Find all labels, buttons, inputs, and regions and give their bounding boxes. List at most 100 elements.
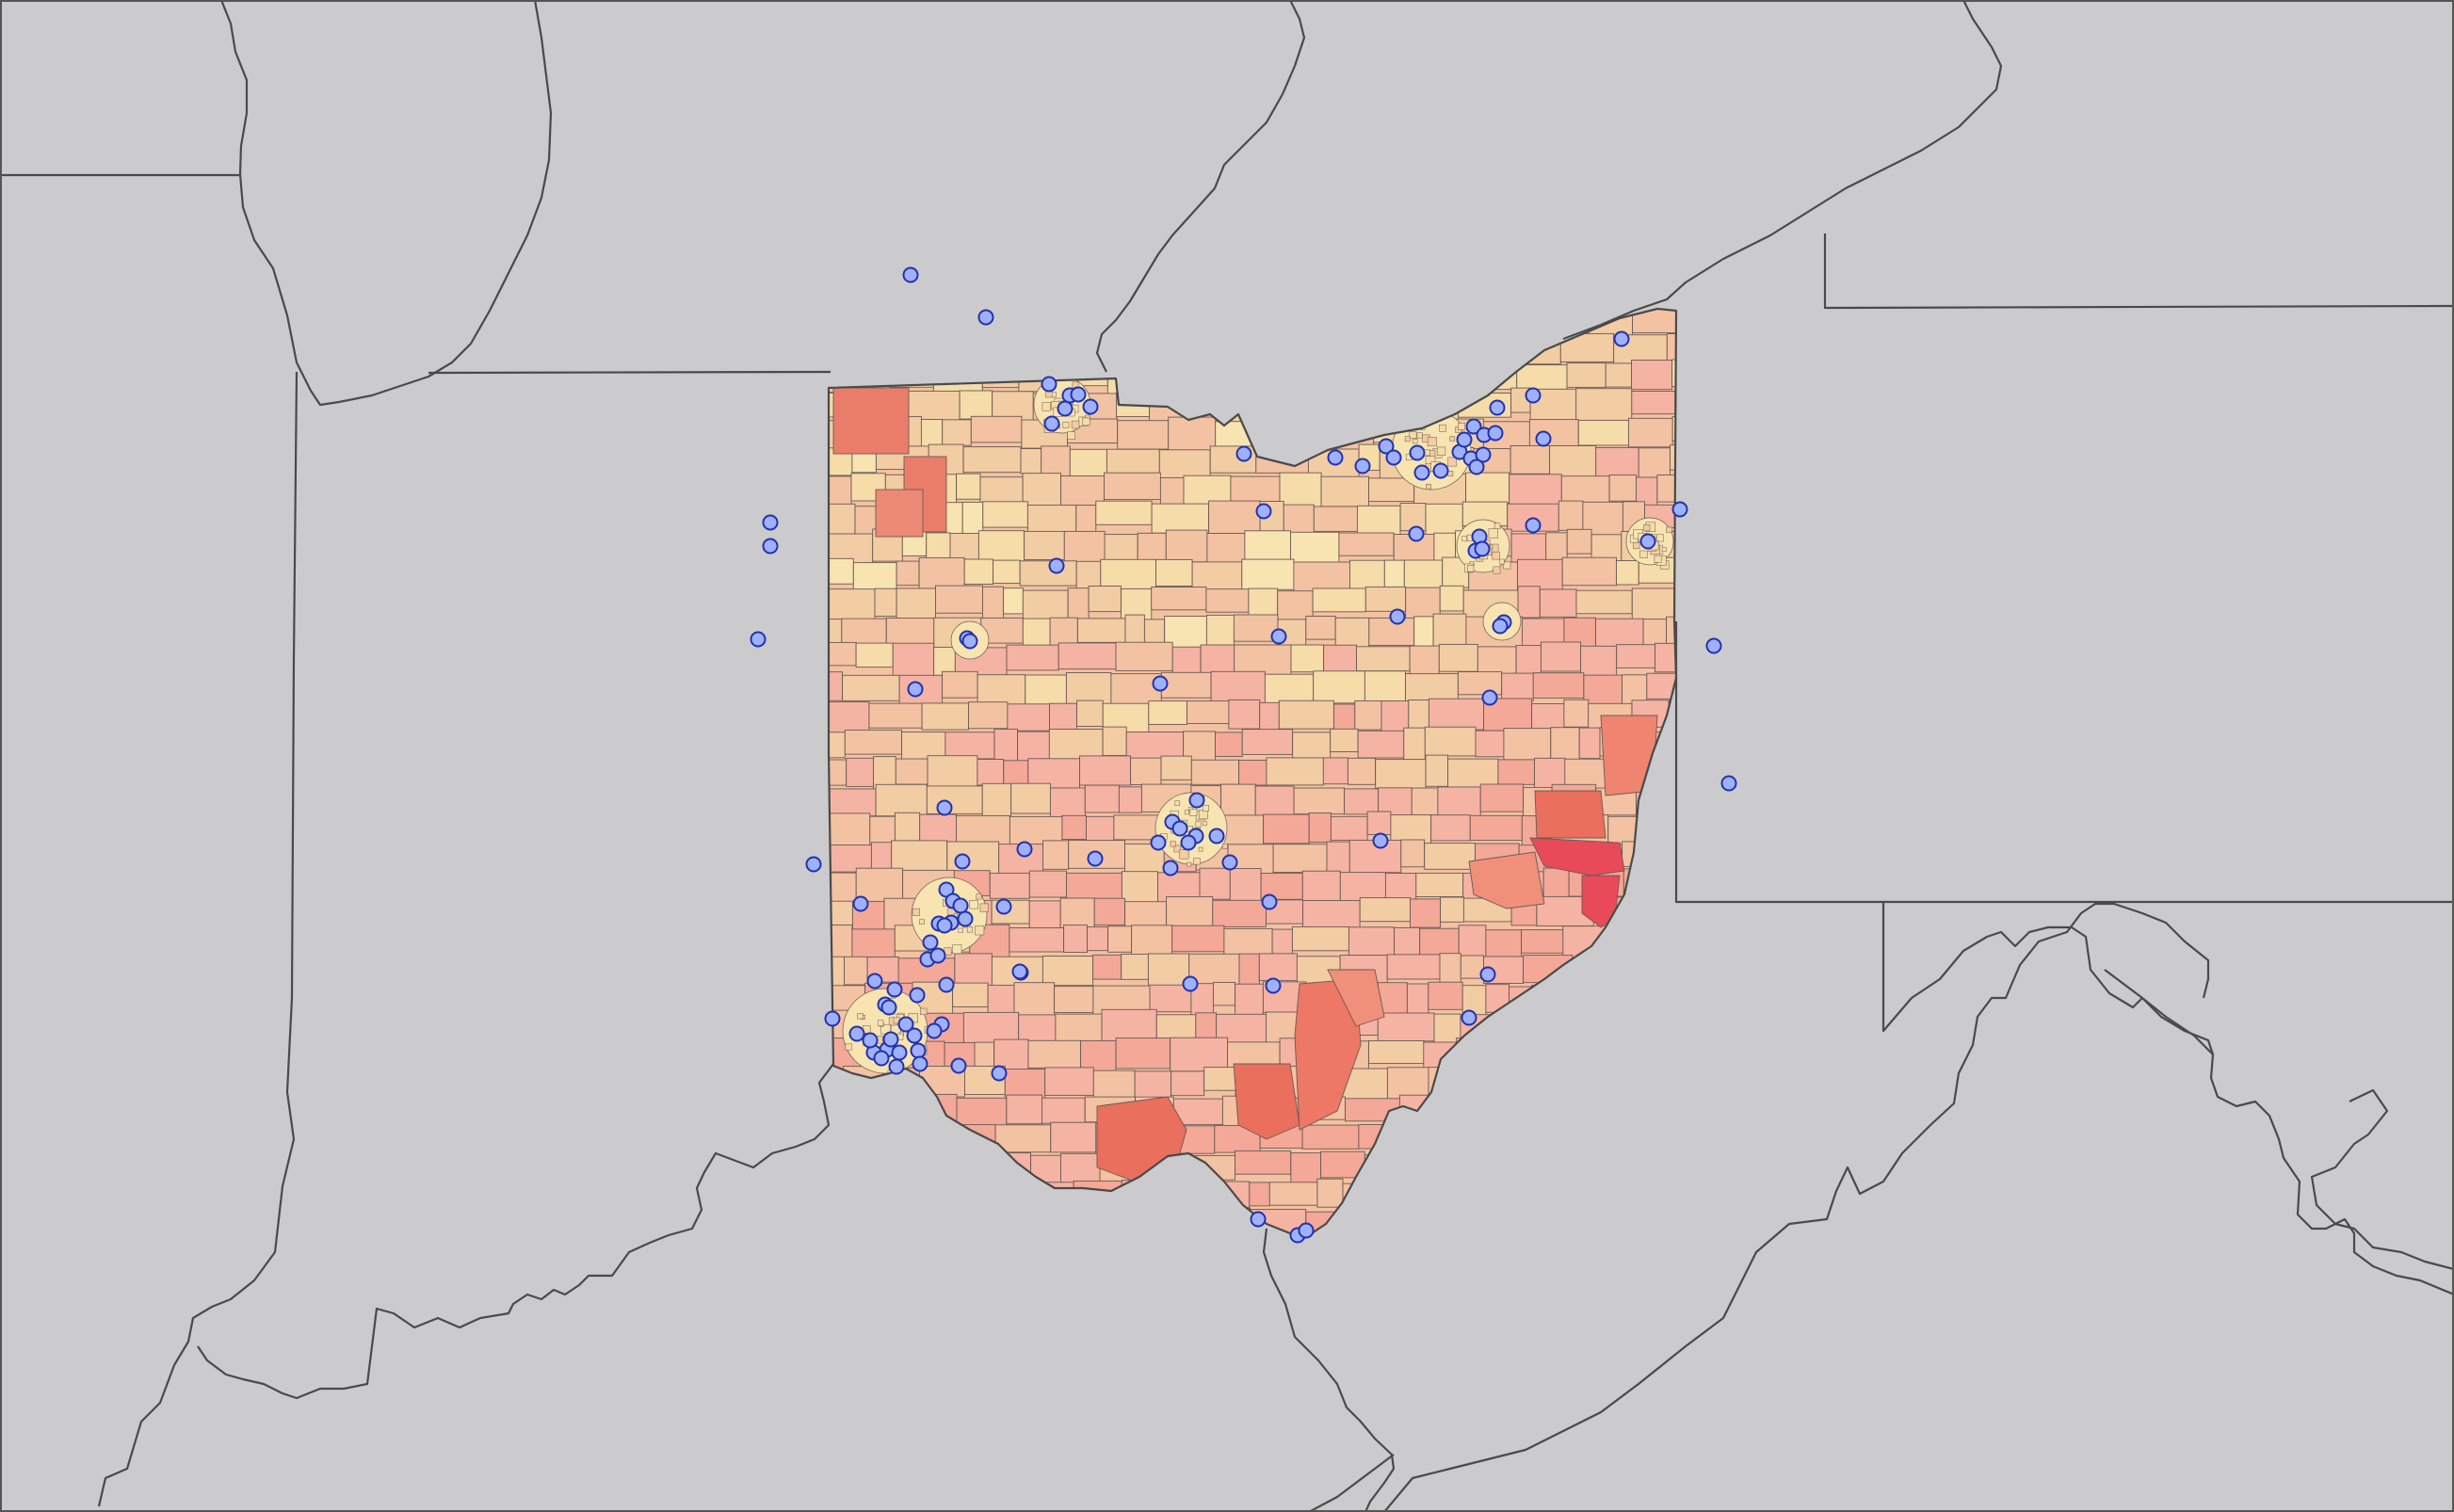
urban-tract bbox=[1222, 843, 1228, 849]
tract-polygon bbox=[1147, 953, 1190, 987]
tract-polygon bbox=[885, 618, 935, 646]
point-marker bbox=[1270, 628, 1287, 645]
point-marker bbox=[1016, 841, 1033, 858]
tract-polygon bbox=[1092, 1070, 1136, 1100]
urban-tract bbox=[1179, 849, 1189, 860]
point-marker bbox=[1048, 557, 1065, 574]
wv-maryland-northern bbox=[1881, 902, 2454, 1296]
tract-polygon bbox=[1666, 333, 1676, 362]
tract-polygon bbox=[1563, 699, 1590, 728]
ohio-outline bbox=[827, 307, 1678, 1237]
tract-polygon bbox=[956, 473, 981, 500]
point-marker bbox=[1492, 618, 1509, 635]
point-marker bbox=[991, 1065, 1008, 1082]
tract-polygon bbox=[1007, 703, 1050, 732]
tract-polygon bbox=[944, 732, 995, 760]
tract-polygon bbox=[1042, 840, 1070, 870]
tract-polygon bbox=[1322, 757, 1348, 785]
tract-polygon bbox=[1566, 528, 1592, 555]
ohio-river-kentucky bbox=[197, 1063, 834, 1400]
tract-polygon bbox=[1339, 872, 1386, 902]
point-marker bbox=[1041, 376, 1057, 393]
point-marker bbox=[1481, 689, 1498, 706]
tract-polygon bbox=[1540, 641, 1582, 672]
urban-tract bbox=[1643, 524, 1651, 532]
point-marker bbox=[1221, 854, 1238, 871]
tract-polygon bbox=[1118, 786, 1142, 813]
point-marker bbox=[1327, 449, 1344, 466]
point-marker bbox=[1525, 387, 1542, 404]
tract-polygon bbox=[1244, 530, 1291, 563]
urban-tract bbox=[1187, 861, 1192, 867]
tract-polygon bbox=[1165, 529, 1208, 563]
point-marker bbox=[1372, 832, 1389, 849]
tract-polygon bbox=[1049, 617, 1078, 647]
tract-polygon bbox=[1290, 644, 1325, 673]
tract-polygon bbox=[1151, 587, 1207, 611]
tract-polygon bbox=[1130, 757, 1162, 785]
urban-tract bbox=[1461, 536, 1467, 541]
tract-polygon bbox=[989, 872, 1030, 899]
tract-polygon bbox=[896, 560, 920, 587]
tract-polygon bbox=[844, 729, 903, 755]
point-marker bbox=[1389, 608, 1406, 625]
tract-polygon bbox=[1065, 672, 1112, 705]
urban-tract bbox=[1467, 565, 1475, 572]
urban-tract bbox=[1198, 846, 1203, 852]
tract-polygon bbox=[1631, 587, 1676, 620]
tract-polygon bbox=[1241, 729, 1294, 755]
tract-polygon bbox=[1084, 784, 1120, 813]
tract-polygon bbox=[987, 984, 1015, 1017]
virginia-maryland-border bbox=[2104, 969, 2214, 1055]
tract-polygon bbox=[1656, 475, 1676, 503]
tract-polygon bbox=[1026, 505, 1077, 533]
tract-polygon bbox=[1465, 472, 1510, 505]
tract-polygon bbox=[1457, 671, 1503, 696]
tract-polygon bbox=[1438, 643, 1478, 672]
tract-polygon bbox=[1316, 1178, 1344, 1208]
tract-polygon bbox=[1172, 1098, 1223, 1126]
tract-polygon bbox=[829, 475, 852, 508]
point-marker bbox=[1385, 449, 1402, 466]
tract-polygon bbox=[926, 532, 951, 559]
tract-polygon bbox=[1293, 787, 1346, 815]
point-marker bbox=[929, 947, 946, 964]
point-marker bbox=[910, 1042, 927, 1059]
point-marker bbox=[897, 1016, 914, 1033]
urban-tract bbox=[1041, 402, 1051, 411]
tract-polygon bbox=[1155, 558, 1193, 587]
tract-polygon bbox=[1377, 1012, 1435, 1042]
tract-polygon bbox=[1305, 616, 1336, 640]
point-marker bbox=[1298, 1222, 1315, 1239]
tract-polygon bbox=[1497, 759, 1535, 785]
tract-polygon bbox=[1409, 645, 1440, 678]
point-marker bbox=[1150, 834, 1167, 851]
tract-polygon bbox=[1386, 954, 1441, 980]
point-marker bbox=[1525, 517, 1542, 534]
tract-polygon bbox=[1041, 956, 1094, 987]
tract-polygon bbox=[1458, 925, 1487, 960]
tract-polygon bbox=[1638, 447, 1671, 480]
point-marker bbox=[977, 309, 994, 326]
tract-polygon bbox=[1024, 530, 1065, 560]
tract-polygon bbox=[1013, 982, 1056, 1018]
urban-tract bbox=[966, 926, 974, 933]
lake-erie-east-shore bbox=[1562, 0, 2003, 341]
tract-polygon bbox=[1595, 446, 1639, 479]
point-marker bbox=[1409, 444, 1426, 461]
tract-polygon bbox=[1160, 671, 1212, 699]
tract-polygon bbox=[1050, 1121, 1097, 1153]
point-marker bbox=[1261, 893, 1278, 910]
tract-polygon bbox=[1509, 474, 1562, 507]
urban-tract bbox=[912, 908, 920, 916]
point-marker bbox=[1182, 975, 1199, 992]
tract-polygon bbox=[981, 782, 1012, 817]
tract-polygon bbox=[1503, 728, 1552, 761]
urban-tract bbox=[1488, 528, 1498, 539]
urban-tract bbox=[877, 1020, 884, 1026]
tract-polygon bbox=[844, 956, 868, 986]
tract-polygon bbox=[1291, 926, 1349, 952]
tract-polygon bbox=[1344, 788, 1380, 815]
lake-michigan-outline bbox=[219, 0, 553, 407]
